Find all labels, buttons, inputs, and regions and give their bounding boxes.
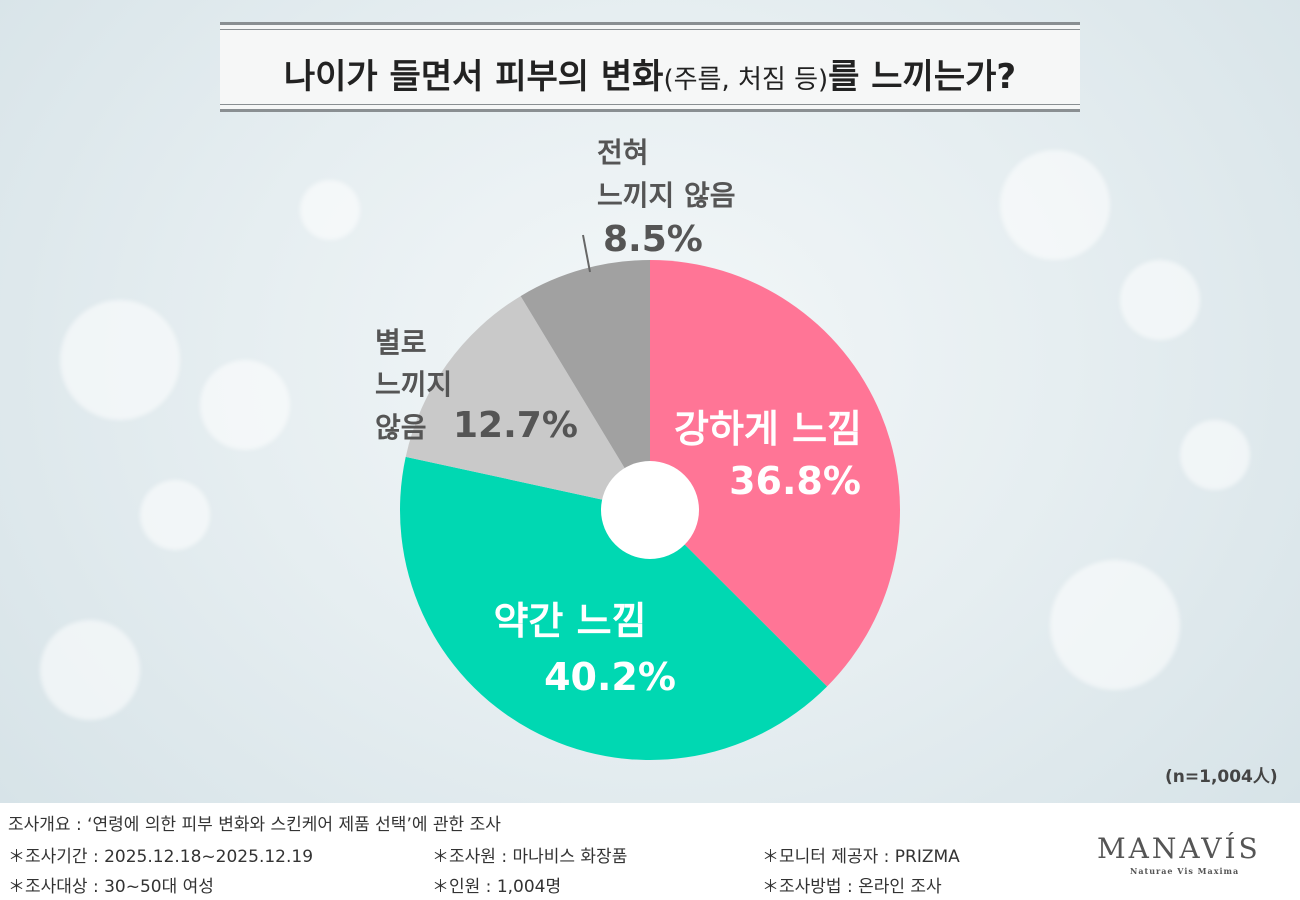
bokeh-light bbox=[1120, 260, 1200, 340]
slice-label-never-1: 전혀 bbox=[597, 136, 649, 169]
slice-value-slight: 40.2% bbox=[544, 655, 676, 699]
slice-value-rarely: 12.7% bbox=[453, 405, 578, 446]
bokeh-light bbox=[300, 180, 360, 240]
survey-count: ＊인원 : 1,004명 bbox=[432, 877, 562, 897]
slice-label-strong: 강하게 느낌 bbox=[674, 407, 862, 451]
survey-method: ＊조사방법 : 온라인 조사 bbox=[762, 877, 942, 897]
slice-label-rarely-2: 느끼지 bbox=[375, 368, 452, 401]
survey-researcher: ＊조사원 : 마나비스 화장품 bbox=[432, 847, 628, 867]
pie-slice-never bbox=[520, 260, 650, 510]
bokeh-light bbox=[200, 360, 290, 450]
title-banner: 나이가 들면서 피부의 변화(주름, 처짐 등)를 느끼는가? bbox=[220, 22, 1080, 112]
survey-overview: 조사개요 : ‘연령에 의한 피부 변화와 스킨케어 제품 선택’에 관한 조사 bbox=[8, 815, 501, 835]
pie-chart: 강하게 느낌 36.8% 약간 느낌 40.2% 별로 느끼지 않음 12.7%… bbox=[375, 136, 901, 761]
bokeh-light bbox=[140, 480, 210, 550]
survey-target: ＊조사대상 : 30~50대 여성 bbox=[8, 877, 214, 897]
pie-slice-rarely bbox=[405, 296, 650, 510]
sample-size-note: (n=1,004人) bbox=[1165, 767, 1278, 787]
slice-value-strong: 36.8% bbox=[729, 459, 861, 503]
slice-label-never-2: 느끼지 않음 bbox=[597, 179, 736, 212]
slice-label-slight: 약간 느낌 bbox=[493, 599, 646, 643]
bokeh-light bbox=[60, 300, 180, 420]
slice-label-rarely-1: 별로 bbox=[375, 326, 427, 359]
pie-slice-strong bbox=[650, 260, 901, 687]
survey-footer bbox=[0, 803, 1300, 900]
slice-value-never: 8.5% bbox=[603, 219, 703, 260]
survey-monitor: ＊모니터 제공자 : PRIZMA bbox=[762, 847, 960, 867]
brand-logo: MANAVÍS bbox=[1097, 832, 1261, 865]
slice-label-rarely-3: 않음 bbox=[375, 411, 427, 444]
brand-tagline: Naturae Vis Maxima bbox=[1130, 866, 1240, 876]
bokeh-light bbox=[1000, 150, 1110, 260]
leader-line bbox=[582, 234, 591, 273]
bokeh-light bbox=[40, 620, 140, 720]
survey-period: ＊조사기간 : 2025.12.18~2025.12.19 bbox=[8, 847, 314, 867]
donut-hole bbox=[601, 461, 699, 559]
chart-title: 나이가 들면서 피부의 변화(주름, 처짐 등)를 느끼는가? bbox=[283, 57, 1017, 97]
pie-slice-slight bbox=[399, 456, 828, 761]
bokeh-light bbox=[1180, 420, 1250, 490]
bokeh-light bbox=[1050, 560, 1180, 690]
